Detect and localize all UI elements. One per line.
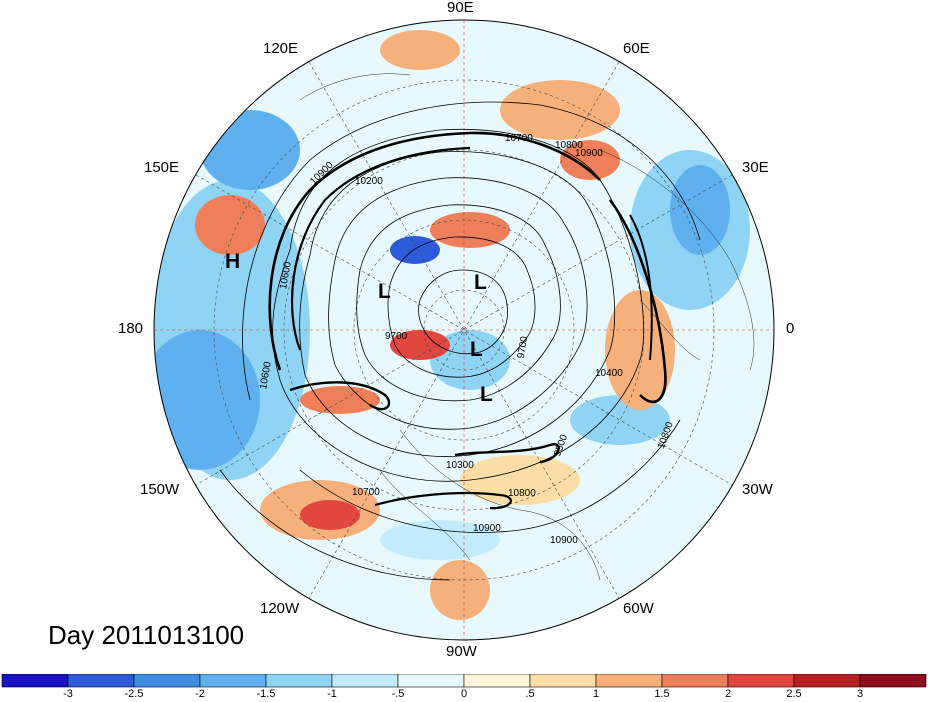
lon-label-180: 180 [118,320,144,337]
lon-label-30e: 30E [742,159,769,176]
lon-label-30w: 30W [742,481,773,498]
height-contours [219,101,701,581]
contour-label: 10800 [508,488,536,499]
colorbar-swatch [859,674,927,688]
colorbar-tick-label: .5 [525,688,535,700]
colorbar-tick-label: -1 [327,688,337,700]
colorbar-tick-label: 1.5 [654,688,670,700]
colorbar-swatch [463,674,531,688]
contour-label: 10700 [505,133,533,144]
colorbar-tick-label: 3 [856,688,864,700]
colorbar-tick-label: -3 [63,688,73,700]
coastlines [299,73,755,581]
contour-label: 10400 [595,368,623,379]
contour-label: 10900 [550,535,578,546]
colorbar-tick-label: -2.5 [124,688,144,700]
day-title: Day 2011013100 [48,620,245,650]
contour-label: 10900 [473,523,501,534]
colorbar-swatch [727,674,795,688]
colorbar-tick-label: -2 [195,688,205,700]
colorbar-tick-label: -.5 [391,688,405,700]
colorbar-swatch [397,674,465,688]
lon-label-60e: 60E [623,40,650,57]
lon-label-150e: 150E [144,159,180,176]
colorbar-swatch [133,674,201,688]
high-pressure-marker: H [225,250,241,273]
colorbar-swatch [199,674,267,688]
lon-label-150w: 150W [140,481,180,498]
colorbar-tick-label: 0 [460,688,468,700]
colorbar-tick-label: 2.5 [786,688,802,700]
contour-label: 10200 [355,176,383,187]
contour-label: 9700 [385,331,408,342]
colorbar-tick-label: 1 [592,688,600,700]
colorbar-swatch [595,674,663,688]
colorbar-swatch [529,674,597,688]
colorbar-swatch [265,674,333,688]
lon-label-120w: 120W [260,600,300,617]
low-pressure-marker-3: L [470,338,483,361]
colorbar-swatch [331,674,399,688]
lon-label-90w: 90W [446,643,477,660]
contour-label: 10800 [555,140,583,151]
lon-label-0: 0 [786,320,795,337]
colorbar-swatch [661,674,729,688]
colorbar-swatch [1,674,69,688]
contour-label: 10700 [352,487,380,498]
contour-label: 10300 [446,460,474,471]
lon-label-90e: 90E [447,0,474,16]
colorbar-tick-label: 2 [724,688,732,700]
colorbar-swatch [793,674,861,688]
colorbar-swatch [67,674,135,688]
colorbar [1,674,927,688]
lon-label-60w: 60W [623,600,654,617]
low-pressure-marker-4: L [480,383,493,406]
anomaly-field [154,20,774,640]
contour-label: 10900 [575,148,603,159]
colorbar-tick-label: -1.5 [256,688,276,700]
lon-label-120e: 120E [263,40,299,57]
low-pressure-marker-1: L [378,280,391,303]
low-pressure-marker-2: L [474,271,487,294]
